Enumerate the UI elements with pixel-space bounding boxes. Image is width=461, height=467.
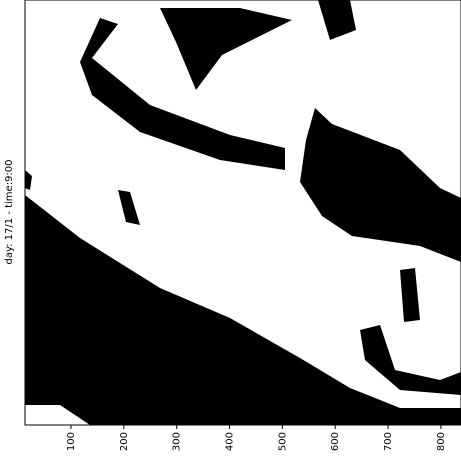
x-tick-label: 100 xyxy=(66,432,77,451)
shadow-map xyxy=(25,0,461,425)
x-tick-label: 500 xyxy=(277,432,288,451)
x-tick-label: 300 xyxy=(172,432,183,451)
chart: 100 200 300 400 500 600 700 800 day: 17/1 - tim… xyxy=(0,0,461,463)
y-axis-label: day: 17/1 - time:9:00 xyxy=(4,159,15,264)
x-axis: 100 200 300 400 500 600 700 800 xyxy=(66,425,447,451)
x-tick-label: 600 xyxy=(330,432,341,451)
x-tick-label: 800 xyxy=(436,432,447,451)
x-tick-label: 400 xyxy=(225,432,236,451)
x-tick-label: 200 xyxy=(119,432,130,451)
x-tick-label: 700 xyxy=(383,432,394,451)
